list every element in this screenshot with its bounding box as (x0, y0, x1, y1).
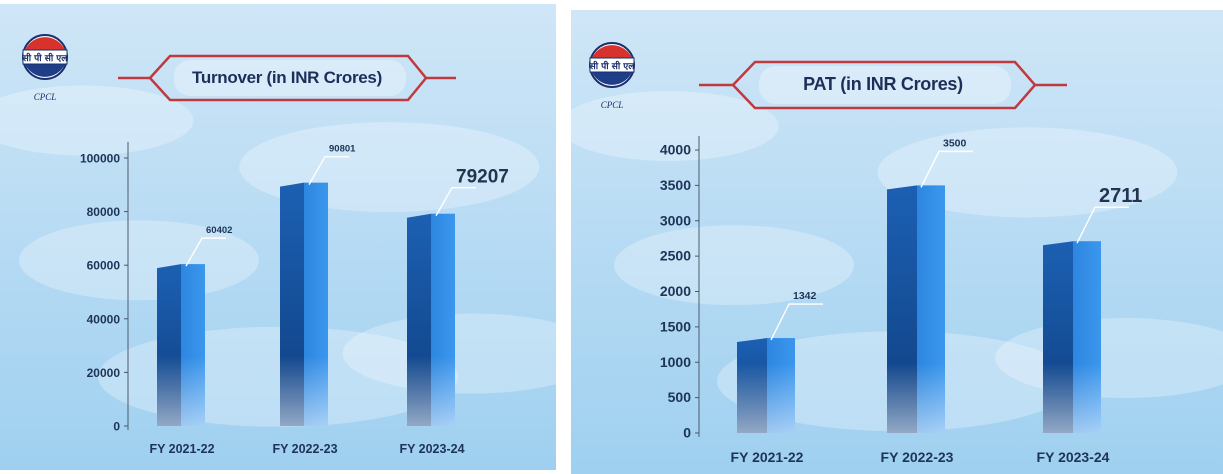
value-leader-line (185, 237, 226, 267)
cpcl-logo-emblem: सी पी सी एल (22, 34, 69, 80)
bar (407, 213, 455, 426)
y-tick-label: 40000 (87, 312, 121, 326)
banner-shape (699, 60, 1067, 110)
logo-script-text: सी पी सी एल (22, 52, 69, 64)
logo-caption: CPCL (33, 92, 57, 102)
cpcl-logo: सी पी सी एल CPCL (587, 34, 637, 118)
x-category-label: FY 2021-22 (149, 442, 214, 456)
bar (157, 264, 205, 426)
bar (737, 338, 795, 433)
x-category-label: FY 2023-24 (399, 442, 464, 456)
value-label: 3500 (943, 137, 967, 149)
value-leader-line (770, 303, 823, 341)
y-tick-label: 1500 (660, 318, 691, 334)
value-leader-line (920, 150, 973, 188)
value-leader-line (435, 187, 476, 217)
turnover-title-banner: Turnover (in INR Crores) (118, 50, 456, 108)
x-category-label: FY 2021-22 (731, 449, 804, 465)
bar (280, 182, 328, 426)
x-category-label: FY 2022-23 (881, 449, 954, 465)
cpcl-logo: सी पी सी एल CPCL (20, 26, 70, 110)
pat-panel: 0 500 1000 1500 2000 2500 3000 3500 4000 1342 FY 2… (571, 10, 1223, 474)
y-tick-label: 2000 (660, 283, 691, 299)
y-tick-label: 4000 (660, 142, 691, 158)
bar (1043, 241, 1101, 433)
value-label: 2711 (1099, 185, 1142, 207)
cpcl-logo-emblem: सी पी सी एल (589, 42, 636, 88)
value-label: 79207 (456, 167, 509, 188)
value-label: 60402 (206, 225, 232, 236)
value-label: 90801 (329, 144, 356, 155)
x-category-label: FY 2023-24 (1037, 449, 1110, 465)
y-tick-label: 100000 (80, 152, 120, 166)
x-category-label: FY 2022-23 (272, 442, 337, 456)
y-tick-label: 3500 (660, 177, 691, 193)
pat-title-banner: PAT (in INR Crores) (699, 56, 1067, 116)
logo-caption: CPCL (600, 100, 624, 110)
y-tick-label: 80000 (87, 205, 121, 219)
value-leader-line (308, 155, 349, 186)
value-leader-line (1076, 206, 1129, 244)
banner-shape (118, 54, 456, 102)
value-label: 1342 (793, 290, 817, 302)
y-tick-label: 60000 (87, 259, 121, 273)
pat-title: PAT (in INR Crores) (803, 74, 963, 94)
y-tick-label: 1000 (660, 354, 691, 370)
y-tick-label: 500 (668, 389, 692, 405)
bar (887, 185, 945, 433)
turnover-title: Turnover (in INR Crores) (192, 68, 382, 87)
turnover-panel: 0 20000 40000 60000 80000 100000 60402 FY 2021-… (0, 4, 556, 470)
y-tick-label: 20000 (87, 366, 121, 380)
y-tick-label: 0 (113, 420, 120, 434)
y-tick-label: 3000 (660, 212, 691, 228)
y-tick-label: 0 (683, 425, 691, 441)
y-tick-label: 2500 (660, 248, 691, 264)
logo-script-text: सी पी सी एल (589, 60, 636, 72)
